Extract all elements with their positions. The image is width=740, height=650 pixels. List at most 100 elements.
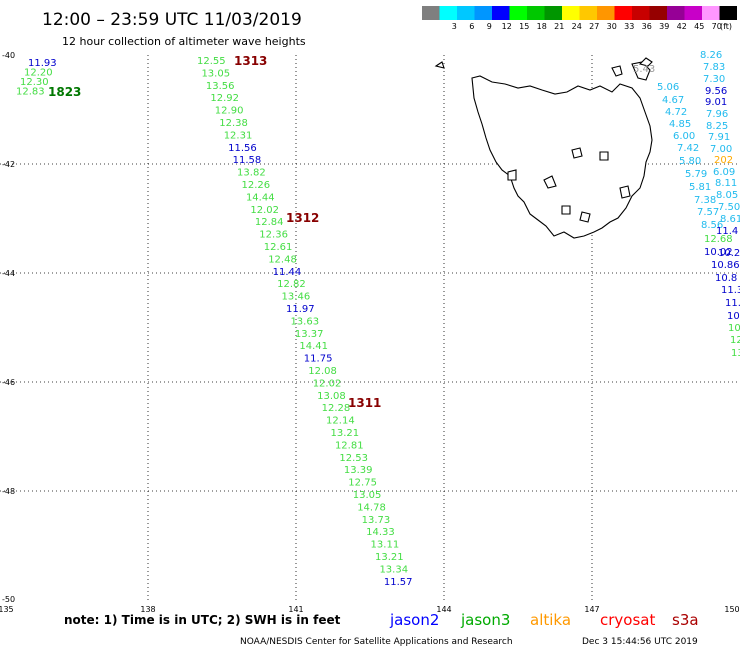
wave-height-label: 4.85 [669, 119, 691, 130]
wave-height-label: 13.56 [206, 81, 235, 92]
footer-timestamp: Dec 3 15:44:56 UTC 2019 [582, 637, 698, 647]
legend-swatch [649, 6, 667, 20]
wave-height-label: 8.56 [701, 220, 723, 231]
pass-number-label: 1313 [234, 54, 267, 68]
wave-height-label: 13.39 [344, 465, 373, 476]
wave-height-label: 12.31 [224, 130, 253, 141]
wave-height-label: 12 [730, 335, 740, 346]
wave-height-label: 13.21 [331, 428, 360, 439]
wave-height-label: 13.21 [375, 552, 404, 563]
wave-height-label: 7.83 [703, 62, 725, 73]
lon-tick-label: 141 [288, 605, 303, 614]
wave-height-label: 13.11 [371, 540, 400, 551]
legend-tick-label: 70 [712, 22, 722, 31]
lat-tick-label: -42 [2, 160, 15, 169]
wave-height-label: 11.4 [716, 226, 738, 237]
wave-height-label: 12.82 [277, 279, 306, 290]
satellite-key: jason2 jason3 altika cryosat s3a [389, 611, 699, 629]
wave-height-label: 13.73 [362, 515, 391, 526]
wave-height-label: 11.3 [721, 285, 740, 296]
wave-height-label: 5.79 [685, 169, 707, 180]
wave-height-label: 4.67 [662, 95, 684, 106]
legend-swatch [632, 6, 650, 20]
wave-height-label: 7.50 [718, 202, 740, 213]
satellite-name: s3a [672, 611, 699, 629]
legend-tick-label: 33 [624, 22, 634, 31]
wave-height-label: 12.36 [259, 230, 288, 241]
color-legend: 3 6 9 12 15 18 21 24 27 30 33 36 39 42 45 70(ft) [422, 6, 737, 31]
legend-tick-label: 18 [537, 22, 547, 31]
altimeter-tracks: 12.5513.0513.5612.9212.9012.3812.3111.56… [16, 50, 740, 588]
legend-swatch [527, 6, 545, 20]
map-subtitle: 12 hour collection of altimeter wave hei… [62, 35, 306, 48]
wave-height-label: 10 [727, 311, 740, 322]
legend-swatch [492, 6, 510, 20]
wave-height-label: 12.68 [704, 234, 733, 245]
legend-swatch [702, 6, 720, 20]
wave-height-label: 12.75 [348, 478, 377, 489]
legend-tick-label: 42 [677, 22, 687, 31]
wave-height-label: 12.61 [264, 242, 293, 253]
legend-swatch [562, 6, 580, 20]
satellite-name: jason3 [460, 611, 510, 629]
wave-height-label: 5.81 [689, 182, 711, 193]
wave-height-label: 11.97 [286, 304, 315, 315]
legend-tick-label: 21 [554, 22, 564, 31]
wave-height-label: 13 [731, 348, 740, 359]
wave-height-label: 12.53 [339, 453, 368, 464]
wave-height-label: 14.41 [299, 341, 328, 352]
wave-height-label: 11.58 [233, 155, 262, 166]
wave-height-label: 12.48 [268, 254, 297, 265]
wave-height-label: 4.72 [665, 107, 687, 118]
wave-height-label: 10 [728, 323, 740, 334]
legend-swatch [457, 6, 475, 20]
wave-height-label: 7.91 [708, 132, 730, 143]
wave-height-label: 10.86 [711, 260, 740, 271]
wave-height-label: 12.90 [215, 106, 244, 117]
lat-tick-label: -40 [2, 51, 15, 60]
wave-height-label: 13.37 [295, 329, 324, 340]
wave-height-label: 12.84 [255, 217, 284, 228]
tasmania-landmass [434, 57, 653, 239]
legend-tick-label: 12 [502, 22, 512, 31]
lon-tick-label: 147 [584, 605, 599, 614]
legend-tick-label: 6 [469, 22, 474, 31]
wave-height-label: 13.82 [237, 168, 266, 179]
legend-unit: (ft) [720, 22, 732, 31]
lat-tick-label: -46 [2, 378, 15, 387]
legend-tick-label: 36 [642, 22, 652, 31]
wave-height-label: 12.02 [313, 378, 342, 389]
legend-swatch [667, 6, 685, 20]
legend-swatch [474, 6, 492, 20]
lat-tick-label: -44 [2, 269, 15, 278]
wave-height-label: 7.30 [703, 74, 725, 85]
lon-tick-label: 138 [140, 605, 155, 614]
lon-tick-label: 150 [724, 605, 739, 614]
lon-tick-label: 135 [0, 605, 14, 614]
legend-tick-label: 45 [694, 22, 704, 31]
lat-tick-label: -48 [2, 487, 15, 496]
wave-height-label: 202 [714, 155, 733, 166]
legend-swatch [597, 6, 615, 20]
wave-height-label: 14.44 [246, 192, 275, 203]
wave-height-label: 13.05 [201, 68, 230, 79]
footer-credit: NOAA/NESDIS Center for Satellite Applica… [240, 637, 513, 647]
wave-height-label: 7.42 [677, 143, 699, 154]
wave-height-label: 12.55 [197, 56, 226, 67]
wave-height-label: 13.08 [317, 391, 346, 402]
legend-tick-label: 39 [659, 22, 669, 31]
satellite-name: jason2 [389, 611, 439, 629]
pass-number-label: 1312 [286, 211, 319, 225]
wave-height-label: 12.08 [308, 366, 337, 377]
legend-swatch [509, 6, 527, 20]
wave-height-label: 11.75 [304, 354, 333, 365]
wave-height-label: 13.63 [290, 316, 319, 327]
lat-tick-label: -50 [2, 595, 15, 604]
wave-height-label: 12.02 [250, 205, 279, 216]
wave-height-label: 10.8 [715, 273, 737, 284]
wave-height-label: 8.11 [715, 178, 737, 189]
lat-lon-grid: 135 138 141 144 147 150 -40 -42 -44 -46 -48 -50 [0, 51, 740, 614]
legend-swatch [614, 6, 632, 20]
legend-swatch [544, 6, 562, 20]
